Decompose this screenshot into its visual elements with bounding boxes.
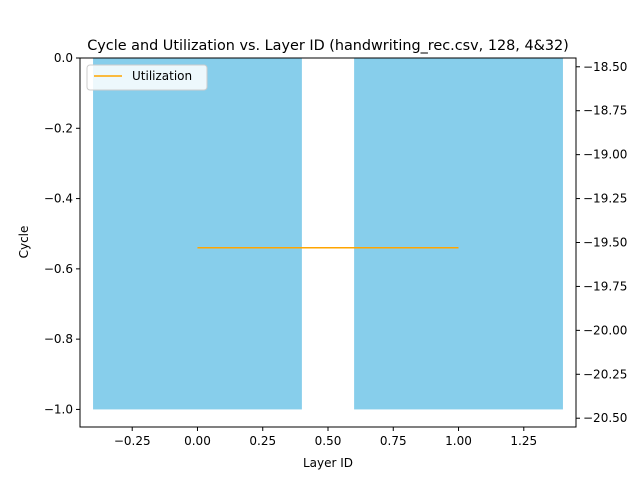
x-tick-label: 1.00 [445, 434, 472, 448]
x-tick-label: 0.75 [380, 434, 407, 448]
legend-label-utilization: Utilization [132, 69, 192, 83]
y-axis: 0.0 −0.2 −0.4 −0.6 −0.8 −1.0 [44, 51, 80, 416]
y2-tick-label: −20.25 [583, 367, 627, 381]
y2-tick-label: −19.25 [583, 192, 627, 206]
legend-box [86, 64, 208, 91]
x-axis: −0.25 0.00 0.25 0.50 0.75 1.00 1.25 [114, 427, 537, 448]
y-tick-label: −0.6 [44, 262, 73, 276]
y2-tick-label: −20.00 [583, 323, 627, 337]
bar-layer-1 [354, 58, 563, 410]
y-tick-label: −0.4 [44, 192, 73, 206]
bar-layer-0 [93, 58, 302, 410]
x-tick-label: −0.25 [114, 434, 151, 448]
y2-tick-label: −19.50 [583, 236, 627, 250]
x-tick-label: 0.00 [184, 434, 211, 448]
y2-tick-label: −18.75 [583, 104, 627, 118]
chart-title: Cycle and Utilization vs. Layer ID (hand… [87, 38, 569, 54]
y-tick-label: −0.8 [44, 332, 73, 346]
x-tick-label: 0.25 [249, 434, 276, 448]
legend: Utilization [86, 64, 208, 91]
y2-tick-label: −19.75 [583, 279, 627, 293]
bars-layer [93, 58, 563, 410]
y-tick-label: 0.0 [54, 51, 73, 65]
y-axis-label: Cycle [17, 226, 31, 259]
x-axis-label: Layer ID [303, 456, 353, 470]
y-tick-label: −0.2 [44, 121, 73, 135]
x-tick-label: 1.25 [510, 434, 537, 448]
y2-axis: −18.50 −18.75 −19.00 −19.25 −19.50 −19.75 −20.… [576, 60, 627, 425]
y-tick-label: −1.0 [44, 402, 73, 416]
y2-tick-label: −20.50 [583, 411, 627, 425]
y2-tick-label: −18.50 [583, 60, 627, 74]
x-tick-label: 0.50 [315, 434, 342, 448]
y2-tick-label: −19.00 [583, 148, 627, 162]
